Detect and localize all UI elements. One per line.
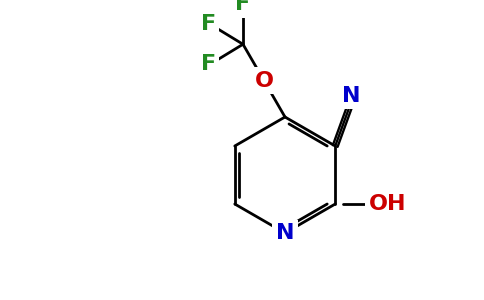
Text: N: N [342,86,361,106]
Text: F: F [201,14,216,34]
Text: N: N [276,223,294,243]
Text: OH: OH [368,194,406,214]
Text: F: F [201,54,216,74]
Text: F: F [235,0,251,14]
Text: O: O [255,70,273,91]
